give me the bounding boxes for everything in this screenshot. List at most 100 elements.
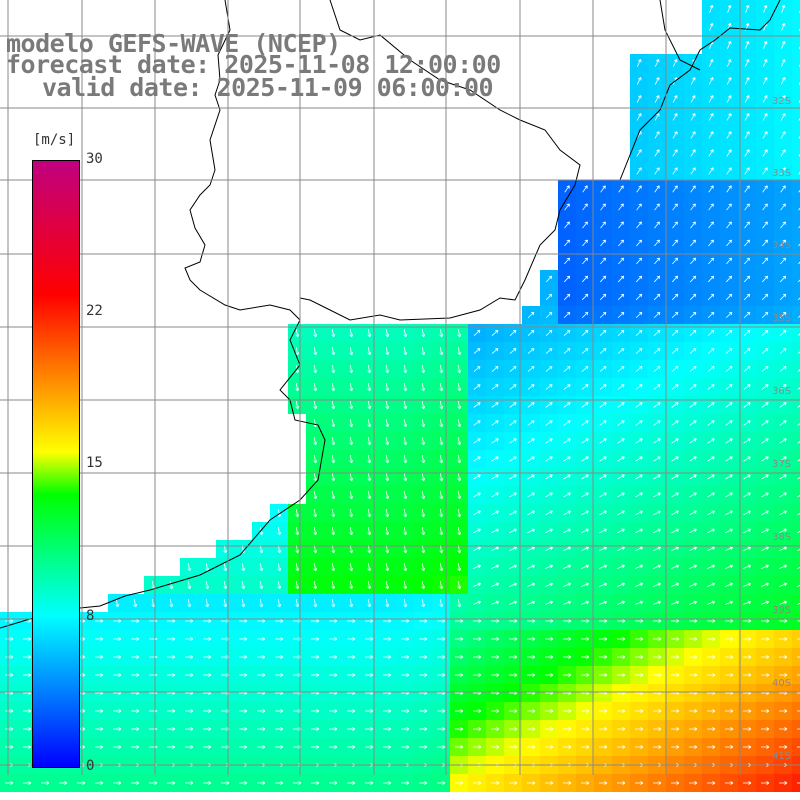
wind-arrow — [671, 727, 680, 731]
wind-arrow — [113, 709, 122, 713]
wind-arrow — [744, 167, 750, 175]
wind-arrow — [635, 745, 644, 749]
wind-arrow — [672, 149, 678, 157]
wind-arrow — [545, 384, 553, 390]
wind-arrow — [295, 382, 300, 392]
wind-arrow — [527, 745, 536, 749]
wind-arrow — [780, 77, 786, 85]
field-cell — [792, 612, 800, 630]
wind-arrow — [95, 673, 104, 677]
wind-arrow — [744, 95, 750, 103]
wind-arrow — [205, 598, 210, 608]
wind-arrow — [726, 167, 732, 175]
wind-arrow — [689, 637, 698, 641]
wind-arrow — [744, 77, 750, 85]
wind-arrow — [780, 185, 786, 193]
wind-arrow — [439, 364, 444, 374]
wind-arrow — [527, 329, 535, 336]
wind-arrow — [401, 673, 410, 677]
wind-arrow — [401, 727, 410, 731]
wind-arrow — [617, 673, 626, 677]
field-cell — [792, 648, 800, 666]
wind-arrow — [635, 655, 644, 659]
wind-arrow — [743, 600, 752, 605]
wind-arrow — [797, 584, 800, 587]
wind-arrow — [779, 347, 787, 354]
wind-arrow — [131, 781, 140, 785]
wind-arrow — [347, 727, 356, 731]
wind-arrow — [403, 400, 408, 410]
wind-arrow — [653, 402, 661, 408]
field-cell — [792, 306, 800, 324]
wind-arrow — [599, 384, 607, 390]
wind-arrow — [563, 709, 572, 713]
wind-arrow — [599, 781, 608, 785]
wind-arrow — [761, 510, 769, 516]
wind-arrow — [709, 22, 714, 31]
wind-arrow — [331, 598, 336, 608]
wind-arrow — [403, 418, 408, 428]
wind-arrow — [473, 727, 482, 731]
wind-arrow — [527, 781, 536, 785]
wind-arrow — [367, 328, 372, 338]
wind-arrow — [385, 328, 390, 338]
wind-arrow — [527, 727, 536, 731]
wind-arrow — [313, 562, 318, 572]
wind-arrow — [365, 673, 374, 677]
wind-arrow — [473, 492, 481, 498]
wind-arrow — [311, 709, 320, 713]
wind-arrow — [743, 727, 752, 731]
field-cell — [792, 594, 800, 612]
wind-arrow — [725, 655, 734, 659]
wind-arrow — [581, 709, 590, 713]
wind-arrow — [727, 4, 732, 13]
field-cell — [792, 378, 800, 396]
wind-arrow — [599, 402, 607, 408]
wind-arrow — [654, 95, 660, 103]
wind-arrow — [421, 526, 426, 536]
wind-arrow — [654, 131, 660, 139]
wind-arrow — [527, 474, 535, 480]
wind-arrow — [617, 275, 625, 283]
wind-arrow — [457, 346, 462, 356]
wind-arrow — [636, 257, 643, 265]
wind-arrow — [725, 474, 733, 480]
wind-arrow — [329, 781, 338, 785]
wind-arrow — [581, 600, 590, 605]
wind-arrow — [797, 692, 800, 694]
wind-arrow — [473, 781, 482, 785]
wind-arrow — [473, 600, 482, 605]
wind-arrow — [707, 510, 715, 516]
wind-arrow — [313, 580, 318, 590]
wind-arrow — [727, 41, 732, 49]
wind-arrow — [187, 598, 192, 608]
wind-arrow — [295, 508, 300, 518]
wind-arrow — [744, 221, 750, 229]
wind-arrow — [744, 239, 750, 247]
wind-arrow — [421, 454, 426, 464]
wind-arrow — [509, 366, 517, 372]
wind-arrow — [403, 454, 408, 464]
wind-arrow — [545, 510, 553, 516]
wind-arrow — [457, 490, 462, 500]
wind-arrow — [689, 546, 697, 552]
wind-arrow — [797, 459, 800, 462]
wind-arrow — [329, 655, 338, 659]
wind-arrow — [23, 637, 32, 641]
wind-arrow — [349, 526, 354, 536]
wind-arrow — [277, 598, 282, 608]
color-scale-bar — [32, 160, 80, 768]
wind-arrow — [509, 420, 517, 426]
wind-arrow — [761, 293, 769, 301]
wind-arrow — [690, 95, 696, 103]
wind-arrow — [311, 781, 320, 785]
wind-arrow — [509, 600, 518, 605]
wind-arrow — [564, 203, 570, 211]
wind-arrow — [509, 619, 518, 623]
wind-arrow — [744, 257, 751, 265]
wind-arrow — [349, 472, 354, 482]
lat-label: 33S — [772, 168, 791, 179]
wind-arrow — [581, 510, 589, 516]
wind-arrow — [617, 781, 626, 785]
wind-arrow — [599, 564, 608, 569]
